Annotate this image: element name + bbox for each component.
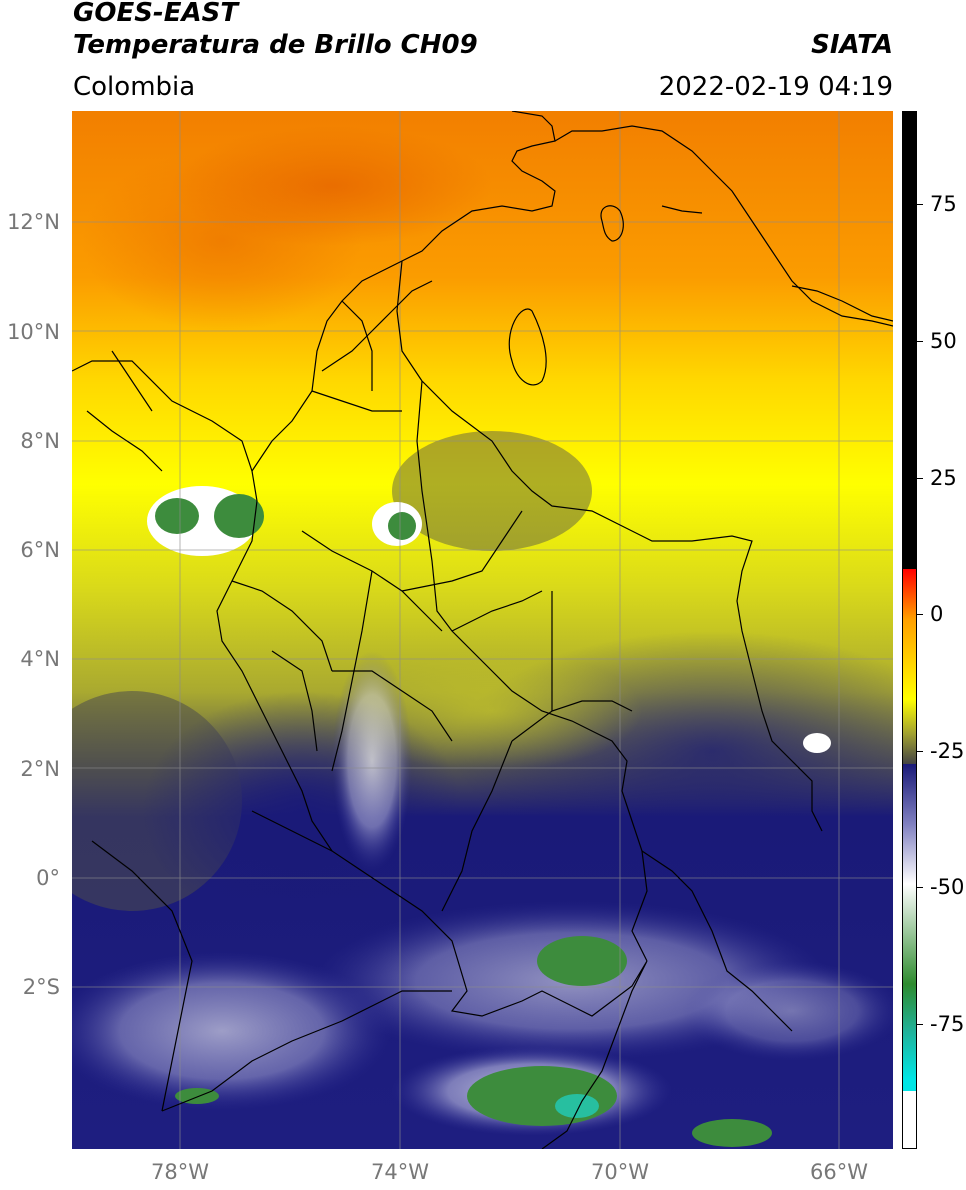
lon-label-66w: 66°W xyxy=(810,1160,868,1184)
country-borders xyxy=(72,111,893,1149)
product-title: Temperatura de Brillo CH09 xyxy=(73,30,478,60)
colorbar-tick-50 xyxy=(917,341,923,342)
colorbar-tick-25 xyxy=(917,478,923,479)
lon-label-70w: 70°W xyxy=(591,1160,649,1184)
lat-label-6n: 6°N xyxy=(20,538,60,562)
lat-label-2s: 2°S xyxy=(22,975,60,999)
lat-label-4n: 4°N xyxy=(20,647,60,671)
colorbar-label-neg25: -25 xyxy=(930,739,965,763)
lat-label-2n: 2°N xyxy=(20,757,60,781)
lat-label-10n: 10°N xyxy=(7,320,60,344)
colorbar-tick-neg75 xyxy=(917,1024,923,1025)
lon-label-74w: 74°W xyxy=(371,1160,429,1184)
brand-label: SIATA xyxy=(811,30,893,60)
colorbar-tick-neg25 xyxy=(917,751,923,752)
colorbar-label-75: 75 xyxy=(930,192,957,216)
lon-label-78w: 78°W xyxy=(151,1160,209,1184)
colorbar-tick-neg50 xyxy=(917,887,923,888)
region-label: Colombia xyxy=(73,72,196,102)
graticule xyxy=(72,111,893,1149)
brightness-temperature-map[interactable] xyxy=(72,111,893,1149)
colorbar-label-0: 0 xyxy=(930,602,944,626)
timestamp-label: 2022-02-19 04:19 xyxy=(658,72,893,102)
lat-label-12n: 12°N xyxy=(7,210,60,234)
map-canvas xyxy=(72,111,893,1149)
colorbar-label-neg75: -75 xyxy=(930,1012,965,1036)
colorbar-label-neg50: -50 xyxy=(930,875,965,899)
colorbar-tick-75 xyxy=(917,204,923,205)
temperature-colorbar xyxy=(902,111,917,1149)
satellite-title: GOES-EAST xyxy=(73,0,239,28)
colorbar-label-50: 50 xyxy=(930,329,957,353)
lat-label-8n: 8°N xyxy=(20,429,60,453)
colorbar-label-25: 25 xyxy=(930,466,957,490)
lat-label-0: 0° xyxy=(36,866,60,890)
colorbar-tick-0 xyxy=(917,614,923,615)
